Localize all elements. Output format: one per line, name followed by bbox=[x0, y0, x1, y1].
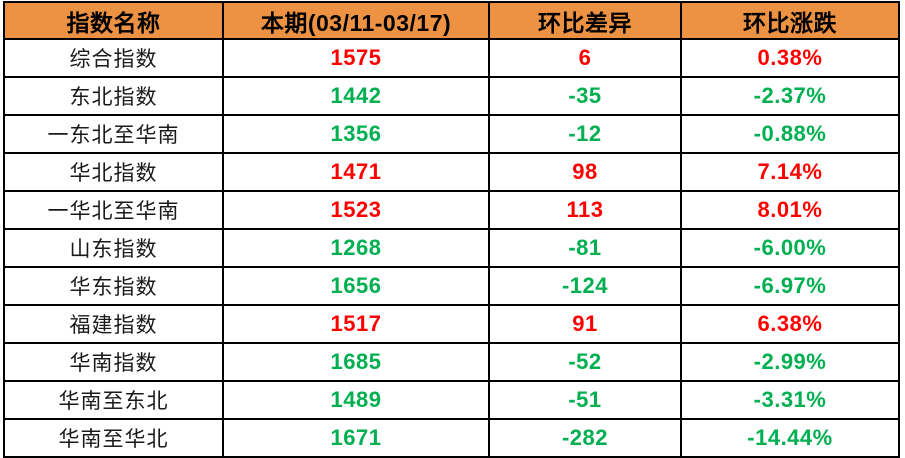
column-header-period-difference: 环比差异 bbox=[488, 1, 682, 40]
cell-current-value: 1517 bbox=[222, 304, 490, 344]
table-row: 华南至华北 1671 -282 -14.44% bbox=[3, 418, 900, 458]
cell-current-value: 1685 bbox=[222, 342, 490, 382]
cell-index-name: 一华北至华南 bbox=[3, 190, 224, 230]
cell-difference: -51 bbox=[488, 380, 682, 420]
cell-index-name: 华北指数 bbox=[3, 152, 224, 192]
cell-index-name: 福建指数 bbox=[3, 304, 224, 344]
cell-index-name: 华南至华北 bbox=[3, 418, 224, 458]
cell-change-pct: -14.44% bbox=[680, 418, 900, 458]
cell-change-pct: -6.00% bbox=[680, 228, 900, 268]
cell-change-pct: -6.97% bbox=[680, 266, 900, 306]
cell-difference: 98 bbox=[488, 152, 682, 192]
cell-current-value: 1489 bbox=[222, 380, 490, 420]
cell-difference: -282 bbox=[488, 418, 682, 458]
cell-difference: -35 bbox=[488, 76, 682, 116]
cell-difference: 6 bbox=[488, 38, 682, 78]
cell-current-value: 1268 bbox=[222, 228, 490, 268]
table-row: 一东北至华南 1356 -12 -0.88% bbox=[3, 114, 900, 154]
table-row: 华南指数 1685 -52 -2.99% bbox=[3, 342, 900, 382]
cell-current-value: 1471 bbox=[222, 152, 490, 192]
cell-difference: -12 bbox=[488, 114, 682, 154]
table-row: 华东指数 1656 -124 -6.97% bbox=[3, 266, 900, 306]
table-row: 山东指数 1268 -81 -6.00% bbox=[3, 228, 900, 268]
table-header-row: 指数名称 本期(03/11-03/17) 环比差异 环比涨跌 bbox=[3, 1, 900, 40]
cell-index-name: 华南至东北 bbox=[3, 380, 224, 420]
cell-current-value: 1656 bbox=[222, 266, 490, 306]
cell-change-pct: 8.01% bbox=[680, 190, 900, 230]
cell-change-pct: -2.99% bbox=[680, 342, 900, 382]
cell-index-name: 综合指数 bbox=[3, 38, 224, 78]
cell-difference: -81 bbox=[488, 228, 682, 268]
table-row: 福建指数 1517 91 6.38% bbox=[3, 304, 900, 344]
cell-difference: -124 bbox=[488, 266, 682, 306]
cell-index-name: 一东北至华南 bbox=[3, 114, 224, 154]
column-header-index-name: 指数名称 bbox=[3, 1, 224, 40]
cell-index-name: 华南指数 bbox=[3, 342, 224, 382]
cell-current-value: 1442 bbox=[222, 76, 490, 116]
cell-change-pct: 7.14% bbox=[680, 152, 900, 192]
cell-change-pct: 0.38% bbox=[680, 38, 900, 78]
table-row: 华北指数 1471 98 7.14% bbox=[3, 152, 900, 192]
cell-index-name: 华东指数 bbox=[3, 266, 224, 306]
table-row: 一华北至华南 1523 113 8.01% bbox=[3, 190, 900, 230]
table-body: 综合指数 1575 6 0.38% 东北指数 1442 -35 -2.37% 一东北至华南 135… bbox=[3, 38, 900, 458]
cell-difference: 91 bbox=[488, 304, 682, 344]
cell-change-pct: -2.37% bbox=[680, 76, 900, 116]
cell-index-name: 山东指数 bbox=[3, 228, 224, 268]
table-row: 综合指数 1575 6 0.38% bbox=[3, 38, 900, 78]
cell-difference: 113 bbox=[488, 190, 682, 230]
cell-change-pct: 6.38% bbox=[680, 304, 900, 344]
index-summary-table: 指数名称 本期(03/11-03/17) 环比差异 环比涨跌 综合指数 1575 6… bbox=[3, 1, 900, 458]
cell-difference: -52 bbox=[488, 342, 682, 382]
column-header-current-period: 本期(03/11-03/17) bbox=[222, 1, 490, 40]
cell-current-value: 1523 bbox=[222, 190, 490, 230]
table-row: 东北指数 1442 -35 -2.37% bbox=[3, 76, 900, 116]
cell-change-pct: -3.31% bbox=[680, 380, 900, 420]
cell-current-value: 1356 bbox=[222, 114, 490, 154]
table-row: 华南至东北 1489 -51 -3.31% bbox=[3, 380, 900, 420]
cell-current-value: 1575 bbox=[222, 38, 490, 78]
cell-change-pct: -0.88% bbox=[680, 114, 900, 154]
cell-current-value: 1671 bbox=[222, 418, 490, 458]
cell-index-name: 东北指数 bbox=[3, 76, 224, 116]
column-header-period-change-pct: 环比涨跌 bbox=[680, 1, 900, 40]
